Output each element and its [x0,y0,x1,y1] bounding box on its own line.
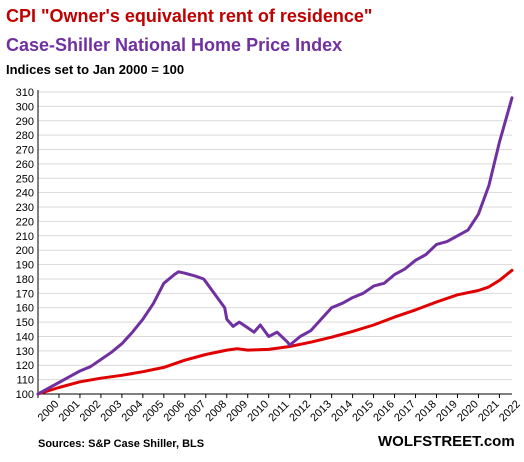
x-tick-label: 2010 [245,398,271,424]
y-tick-label: 180 [16,274,34,286]
y-tick-label: 140 [16,331,34,343]
x-tick-label: 2004 [120,398,146,424]
source-note: Sources: S&P Case Shiller, BLS [38,438,205,450]
x-tick-label: 2017 [392,398,418,424]
x-tick-label: 2019 [434,398,460,424]
x-tick-label: 2008 [203,398,229,424]
chart-title-line1: CPI "Owner's equivalent rent of residenc… [6,6,373,26]
x-tick-label: 2011 [266,399,291,424]
brand-watermark: WOLFSTREET.com [378,433,515,450]
x-tick-label: 2018 [413,398,439,424]
x-tick-label: 2013 [308,398,334,424]
y-tick-label: 200 [16,245,34,257]
y-tick-label: 310 [16,87,34,99]
x-tick-label: 2000 [36,398,62,424]
x-tick-label: 2007 [182,398,208,424]
x-tick-label: 2014 [329,398,355,424]
x-tick-label: 2009 [224,398,250,424]
y-tick-label: 150 [16,317,34,329]
chart-subtitle: Indices set to Jan 2000 = 100 [6,62,185,77]
case-shiller-series-line [36,96,514,396]
x-axis-ticks: 2000200120022003200420052006200720082009… [36,394,523,424]
y-tick-label: 290 [16,116,34,128]
x-tick-label: 2003 [99,398,125,424]
x-tick-label: 2012 [287,398,313,424]
y-tick-label: 240 [16,188,34,200]
y-tick-label: 160 [16,303,34,315]
y-tick-label: 300 [16,101,34,113]
y-axis-ticks: 100 110 120 130 140 150 160 170 180 190 200 210 220 2… [16,87,34,401]
x-tick-label: 2001 [57,398,83,424]
y-tick-label: 230 [16,202,34,214]
y-tick-label: 120 [16,360,34,372]
y-tick-label: 100 [16,389,34,401]
x-tick-label: 2002 [78,398,104,424]
y-tick-label: 270 [16,145,34,157]
series-lines [36,96,514,396]
x-tick-label: 2021 [476,398,502,424]
axes [37,90,512,395]
y-tick-label: 130 [16,346,34,358]
x-tick-label: 2016 [371,398,397,424]
y-tick-label: 190 [16,260,34,272]
y-tick-label: 280 [16,130,34,142]
x-tick-label: 2022 [497,398,523,424]
oer-series-line [36,268,514,396]
x-tick-label: 2015 [350,398,376,424]
y-tick-label: 250 [16,173,34,185]
x-tick-label: 2020 [455,398,481,424]
x-tick-label: 2006 [161,398,187,424]
y-tick-label: 110 [16,375,34,387]
y-tick-label: 170 [16,288,34,300]
y-tick-label: 220 [16,216,34,228]
y-tick-label: 210 [16,231,34,243]
x-tick-label: 2005 [141,398,167,424]
y-tick-label: 260 [16,159,34,171]
chart-title-line2: Case-Shiller National Home Price Index [6,35,343,55]
